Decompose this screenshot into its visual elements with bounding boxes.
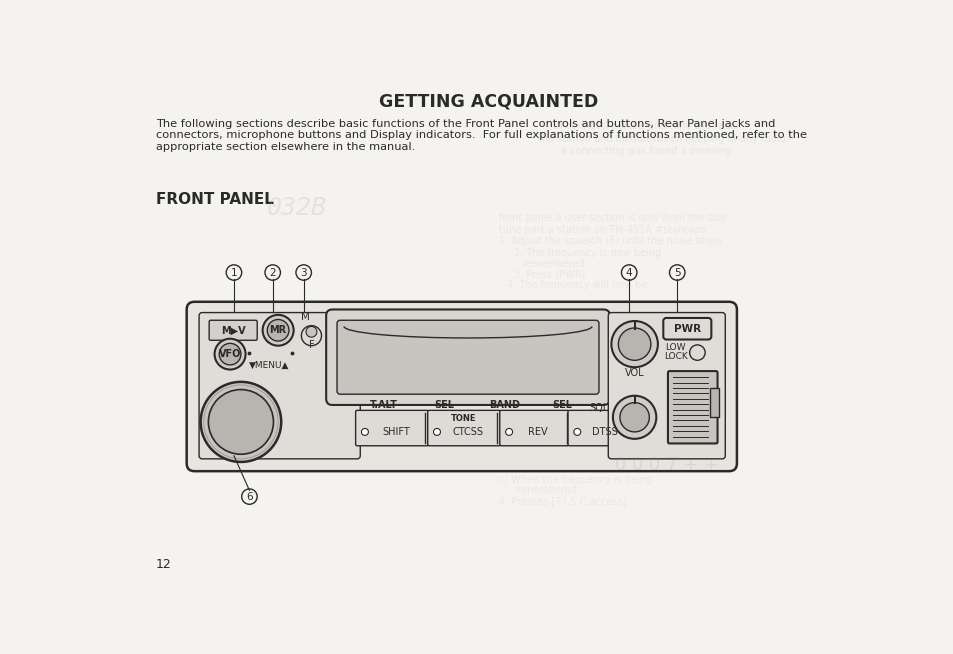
FancyBboxPatch shape [355,410,428,446]
Text: 1: 1 [231,267,237,277]
Circle shape [295,265,311,280]
Text: 4. The frequency will now be: 4. The frequency will now be [506,280,646,290]
Circle shape [505,428,512,436]
Text: 3. Press (PWR): 3. Press (PWR) [514,269,585,279]
Text: F: F [309,340,314,350]
Circle shape [214,339,245,370]
Circle shape [200,382,281,462]
Circle shape [618,328,650,360]
Text: GETTING ACQUAINTED: GETTING ACQUAINTED [379,92,598,111]
Circle shape [226,265,241,280]
FancyBboxPatch shape [209,320,257,340]
Circle shape [620,265,637,280]
Text: a connecting was found a pressing: a connecting was found a pressing [560,146,730,156]
Text: 2: 2 [269,267,275,277]
Text: VFO: VFO [218,349,241,359]
Circle shape [262,315,294,346]
Text: BAND: BAND [488,400,519,410]
Text: LOW: LOW [665,343,685,353]
Text: FRONT PANEL: FRONT PANEL [155,192,274,207]
Text: TONE: TONE [451,415,476,423]
Text: REV: REV [528,427,547,437]
Text: 4. Presses [T7.5 C.access]: 4. Presses [T7.5 C.access] [498,496,626,506]
Text: 2. The frequency is now being: 2. The frequency is now being [514,248,661,258]
Circle shape [208,390,274,455]
Text: MR: MR [270,325,287,336]
Text: 4: 4 [625,267,632,277]
Text: connectors, microphone buttons and Display indicators.  For full explanations of: connectors, microphone buttons and Displ… [155,130,806,140]
Circle shape [306,326,316,337]
Text: 5: 5 [673,267,679,277]
FancyBboxPatch shape [326,309,609,405]
Text: SQL: SQL [588,403,608,413]
Text: b) connect, adjust, and tune the radio: b) connect, adjust, and tune the radio [553,121,739,131]
Text: SEL: SEL [552,400,572,410]
Text: remembered: remembered [514,485,577,495]
Text: tune part a station on TM-451A #stantapo: tune part a station on TM-451A #stantapo [498,225,706,235]
Text: appropriate section elsewhere in the manual.: appropriate section elsewhere in the man… [155,142,415,152]
FancyBboxPatch shape [662,318,711,339]
Text: VOL: VOL [624,368,644,379]
Text: the station and hold-between keeping of any radio: the station and hold-between keeping of … [537,134,784,144]
Text: 3: 3 [300,267,307,277]
Circle shape [689,345,704,360]
FancyBboxPatch shape [427,410,500,446]
Circle shape [433,428,440,436]
Text: The following sections describe basic functions of the Front Panel controls and : The following sections describe basic fu… [155,118,774,129]
FancyBboxPatch shape [608,313,724,459]
Circle shape [573,428,580,436]
Circle shape [612,396,656,439]
Text: LOCK: LOCK [663,352,687,361]
Text: CTCSS: CTCSS [452,427,483,437]
Text: 0 0 0 7 + +: 0 0 0 7 + + [615,456,719,473]
Circle shape [219,343,241,365]
Text: ▼MENU▲: ▼MENU▲ [249,361,289,370]
Text: 1. Adjust the squelch (5) until the noise stops: 1. Adjust the squelch (5) until the nois… [498,236,721,247]
Text: remembered: remembered [521,259,584,269]
Text: T.ALT: T.ALT [370,400,397,410]
Text: c) When the frequency is being: c) When the frequency is being [498,475,652,485]
Text: DTSS: DTSS [591,427,617,437]
Circle shape [301,326,321,346]
Text: 6: 6 [246,492,253,502]
FancyBboxPatch shape [499,410,568,446]
FancyBboxPatch shape [709,388,719,417]
Text: SEL: SEL [435,400,455,410]
Text: front panel a user section is only from the side: front panel a user section is only from … [498,213,726,223]
Circle shape [265,265,280,280]
Text: M▶V: M▶V [221,325,245,336]
FancyBboxPatch shape [567,410,633,446]
Circle shape [669,265,684,280]
Circle shape [361,428,368,436]
Circle shape [267,320,289,341]
Circle shape [619,403,649,432]
Text: 12: 12 [155,559,172,572]
Text: M: M [300,312,310,322]
FancyBboxPatch shape [187,301,736,471]
FancyBboxPatch shape [336,320,598,394]
Circle shape [611,321,658,368]
FancyBboxPatch shape [667,371,717,443]
Circle shape [241,489,257,504]
Text: 032B: 032B [266,196,326,220]
Text: PWR: PWR [673,324,700,334]
Text: SHIFT: SHIFT [381,427,410,437]
FancyBboxPatch shape [199,313,360,459]
